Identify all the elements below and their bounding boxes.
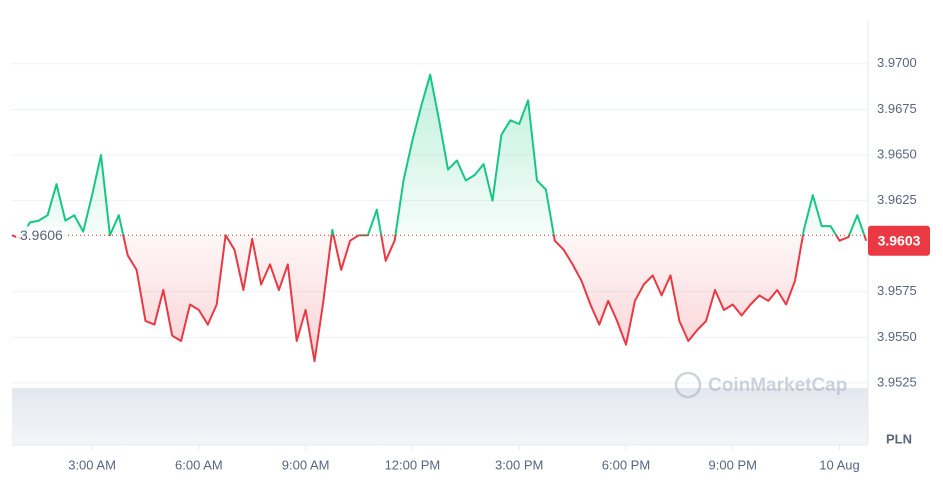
x-tick-label: 6:00 PM xyxy=(602,457,650,472)
area xyxy=(12,74,867,362)
x-tick-label: 9:00 AM xyxy=(282,457,330,472)
y-tick-label: 3.9650 xyxy=(877,146,917,161)
y-tick-label: 3.9550 xyxy=(877,329,917,344)
currency-label: PLN xyxy=(886,431,912,446)
watermark: CoinMarketCap xyxy=(674,371,847,399)
y-tick-label: 3.9700 xyxy=(877,55,917,70)
x-tick-label: 10 Aug xyxy=(819,457,860,472)
x-tick-label: 3:00 AM xyxy=(68,457,116,472)
watermark-logo xyxy=(674,371,702,399)
x-tick-label: 12:00 PM xyxy=(385,457,441,472)
y-tick-label: 3.9525 xyxy=(877,374,917,389)
y-tick-label: 3.9625 xyxy=(877,192,917,207)
x-tick-label: 3:00 PM xyxy=(495,457,543,472)
x-tick-label: 9:00 PM xyxy=(709,457,757,472)
y-tick-label: 3.9675 xyxy=(877,101,917,116)
baseline-label: 3.9606 xyxy=(20,227,63,243)
last-price-label: 3.9603 xyxy=(878,232,921,248)
watermark-text: CoinMarketCap xyxy=(708,375,847,396)
y-tick-label: 3.9575 xyxy=(877,283,917,298)
baseline-label-bg xyxy=(16,226,68,245)
x-tick-label: 6:00 AM xyxy=(175,457,223,472)
price-line xyxy=(11,73,868,363)
last-price-tag xyxy=(868,225,930,256)
volume-area xyxy=(12,388,868,445)
